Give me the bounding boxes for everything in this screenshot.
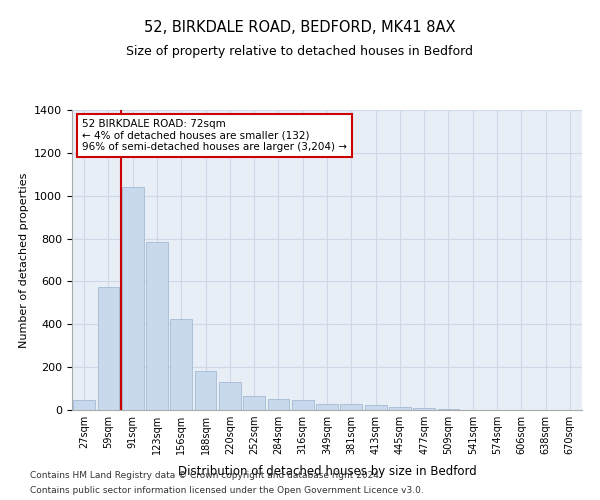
Bar xyxy=(146,242,168,410)
Bar xyxy=(268,399,289,410)
Bar xyxy=(437,409,460,410)
Bar xyxy=(292,400,314,410)
Bar xyxy=(389,407,411,410)
Bar xyxy=(365,406,386,410)
Bar xyxy=(413,408,435,410)
Bar xyxy=(194,372,217,410)
Bar xyxy=(243,396,265,410)
Bar xyxy=(73,400,95,410)
X-axis label: Distribution of detached houses by size in Bedford: Distribution of detached houses by size … xyxy=(178,466,476,478)
Bar xyxy=(340,404,362,410)
Bar xyxy=(316,404,338,410)
Bar xyxy=(170,319,192,410)
Bar xyxy=(97,287,119,410)
Text: Size of property relative to detached houses in Bedford: Size of property relative to detached ho… xyxy=(127,45,473,58)
Text: 52, BIRKDALE ROAD, BEDFORD, MK41 8AX: 52, BIRKDALE ROAD, BEDFORD, MK41 8AX xyxy=(144,20,456,35)
Text: Contains HM Land Registry data © Crown copyright and database right 2024.: Contains HM Land Registry data © Crown c… xyxy=(30,471,382,480)
Bar xyxy=(219,382,241,410)
Y-axis label: Number of detached properties: Number of detached properties xyxy=(19,172,29,348)
Bar xyxy=(122,187,143,410)
Text: Contains public sector information licensed under the Open Government Licence v3: Contains public sector information licen… xyxy=(30,486,424,495)
Text: 52 BIRKDALE ROAD: 72sqm
← 4% of detached houses are smaller (132)
96% of semi-de: 52 BIRKDALE ROAD: 72sqm ← 4% of detached… xyxy=(82,119,347,152)
